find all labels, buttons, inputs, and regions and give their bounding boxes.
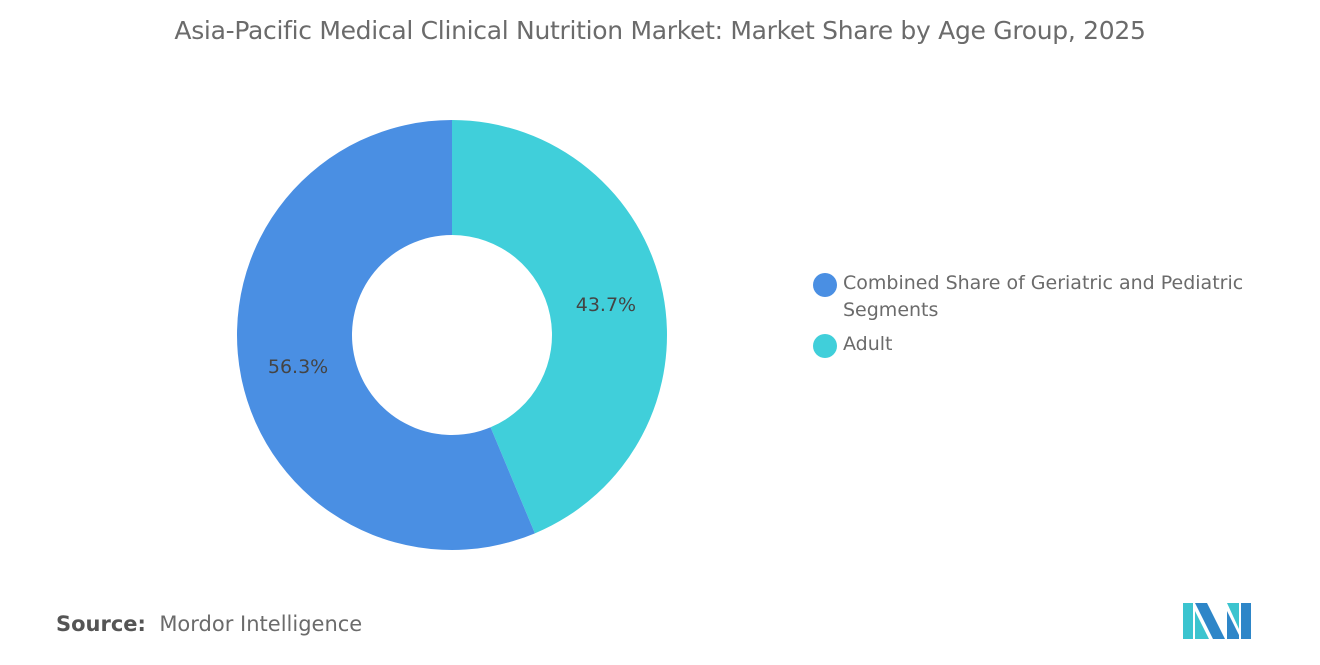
legend-item-combined[interactable]: Combined Share of Geriatric and Pediatri… bbox=[813, 270, 1293, 324]
slice-adult[interactable] bbox=[452, 120, 667, 534]
legend-label-combined: Combined Share of Geriatric and Pediatri… bbox=[843, 272, 1244, 321]
slice-combined[interactable] bbox=[237, 120, 535, 550]
source-label: Source: bbox=[56, 612, 146, 636]
chart-title: Asia-Pacific Medical Clinical Nutrition … bbox=[174, 16, 1146, 45]
mordor-logo bbox=[1183, 603, 1251, 639]
source: Source: Mordor Intelligence bbox=[56, 612, 362, 636]
data-label-adult: 43.7% bbox=[576, 294, 636, 316]
legend-label-adult: Adult bbox=[843, 333, 893, 355]
legend-swatch-adult bbox=[813, 334, 837, 358]
legend-item-adult[interactable]: Adult bbox=[813, 331, 1293, 358]
source-value: Mordor Intelligence bbox=[159, 612, 363, 636]
legend-swatch-combined bbox=[813, 273, 837, 297]
legend: Combined Share of Geriatric and Pediatri… bbox=[813, 270, 1293, 365]
data-label-combined: 56.3% bbox=[268, 356, 328, 378]
